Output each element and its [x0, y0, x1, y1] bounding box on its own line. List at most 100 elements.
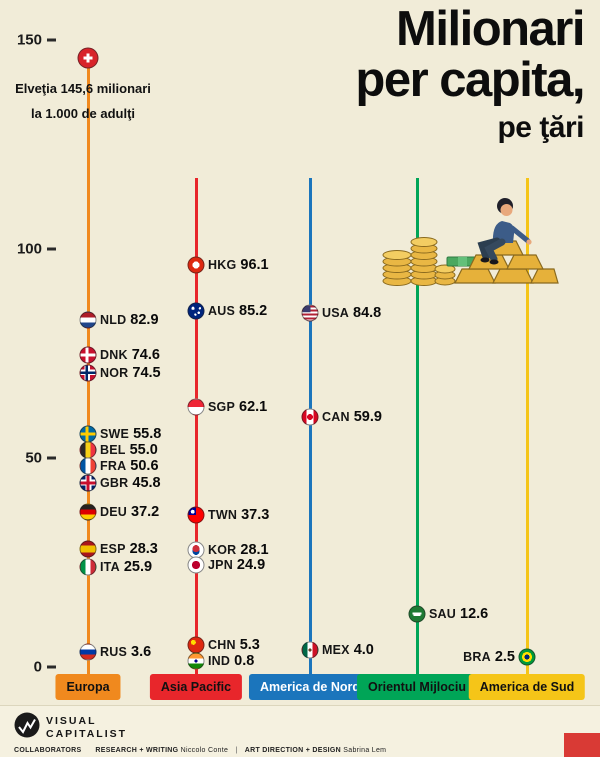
point-label-can: CAN 59.9	[322, 409, 382, 425]
y-axis-tick-0: 0	[12, 659, 56, 676]
point-label-chn: CHN 5.3	[208, 637, 260, 653]
y-axis-tick-label: 0	[33, 658, 42, 676]
point-label-nor: NOR 74.5	[100, 365, 161, 381]
y-axis-tick-label: 50	[25, 449, 42, 467]
credits-separator: |	[235, 747, 238, 754]
money-illustration	[382, 198, 559, 286]
credits-line: COLLABORATORS RESEARCH + WRITING Niccolo …	[14, 747, 386, 754]
country-code: BEL	[100, 443, 126, 458]
flag-swe-icon	[79, 425, 97, 443]
brand-line-1: VISUAL	[46, 715, 97, 727]
visual-capitalist-logo-icon	[14, 712, 40, 738]
country-value: 28.1	[240, 541, 269, 558]
flag-sau-icon	[408, 605, 426, 623]
country-code: FRA	[100, 459, 127, 474]
country-value: 4.0	[353, 642, 374, 659]
column-line-orientul-mijlociu	[415, 178, 419, 676]
flag-aus-icon	[187, 302, 205, 320]
country-value: 3.6	[131, 643, 152, 660]
flag-bel-icon	[79, 441, 97, 459]
column-line-america-de-nord	[308, 178, 312, 676]
point-label-deu: DEU 37.2	[100, 504, 159, 520]
footer: VISUAL CAPITALIST COLLABORATORS RESEARCH …	[0, 705, 600, 757]
point-label-bel: BEL 55.0	[100, 442, 158, 458]
flag-gbr-icon	[79, 474, 97, 492]
country-value: 74.5	[132, 364, 161, 381]
country-code: NOR	[100, 365, 129, 380]
flag-sgp-icon	[187, 398, 205, 416]
country-value: 24.9	[236, 556, 266, 573]
brand-line-2: CAPITALIST	[46, 727, 128, 740]
flag-esp-icon	[79, 540, 97, 558]
flag-bra-icon	[518, 648, 536, 666]
y-axis-tick-mark	[47, 456, 56, 460]
point-label-rus: RUS 3.6	[100, 644, 151, 660]
point-label-kor: KOR 28.1	[208, 542, 269, 558]
country-code: CHN	[208, 637, 236, 652]
flag-fra-icon	[79, 457, 97, 475]
flag-twn-icon	[187, 506, 205, 524]
point-label-sgp: SGP 62.1	[208, 399, 267, 415]
country-value: 37.2	[131, 503, 160, 520]
y-axis-tick-150: 150	[12, 32, 56, 49]
country-value: 82.9	[130, 312, 159, 329]
point-label-ind: IND 0.8	[208, 653, 254, 669]
region-label-asia-pacific: Asia Pacific	[149, 674, 243, 700]
flag-che-icon	[77, 47, 99, 69]
credit2-label: ART DIRECTION + DESIGN	[244, 747, 342, 754]
column-line-america-de-sud	[525, 178, 529, 676]
region-label-america-de-nord: America de Nord	[248, 674, 372, 700]
point-label-usa: USA 84.8	[322, 305, 381, 321]
flag-usa-icon	[301, 304, 319, 322]
point-label-hkg: HKG 96.1	[208, 257, 269, 273]
annotation-line-1: Elveţia 145,6 milionari	[15, 81, 151, 96]
country-code: ITA	[100, 559, 120, 574]
country-code: IND	[208, 653, 231, 668]
country-value: 50.6	[130, 458, 159, 475]
switzerland-annotation: Elveţia 145,6 milionari la 1.000 de adul…	[8, 76, 158, 127]
y-axis-tick-100: 100	[12, 241, 56, 258]
country-code: CAN	[322, 409, 350, 424]
country-value: 28.3	[129, 540, 158, 557]
brand-red-block	[564, 733, 600, 757]
flag-hkg-icon	[187, 256, 205, 274]
flag-deu-icon	[79, 503, 97, 520]
country-code: RUS	[100, 644, 127, 659]
country-value: 55.8	[133, 425, 162, 442]
flag-nld-icon	[79, 311, 97, 329]
country-code: DNK	[100, 348, 128, 363]
country-value: 25.9	[123, 558, 153, 575]
country-code: KOR	[208, 542, 237, 557]
country-value: 96.1	[240, 257, 269, 274]
y-axis-tick-label: 150	[16, 31, 42, 49]
country-code: MEX	[322, 643, 350, 658]
country-value: 37.3	[241, 507, 270, 524]
country-value: 85.2	[239, 302, 268, 319]
title-line-1: Milionari	[396, 2, 585, 56]
point-label-esp: ESP 28.3	[100, 541, 158, 557]
credit1-name: Niccolo Conte	[180, 747, 229, 754]
annotation-line-2: la 1.000 de adulţi	[30, 106, 136, 122]
flag-ita-icon	[79, 558, 97, 576]
country-value: 59.9	[353, 408, 382, 425]
y-axis-tick-mark	[47, 665, 56, 669]
country-code: DEU	[100, 504, 127, 519]
flag-ind-icon	[187, 652, 205, 670]
country-code: TWN	[208, 508, 238, 523]
point-label-fra: FRA 50.6	[100, 458, 159, 474]
country-code: JPN	[208, 557, 233, 572]
point-label-gbr: GBR 45.8	[100, 475, 161, 491]
point-label-ita: ITA 25.9	[100, 559, 152, 575]
title-line-2: per capita,	[355, 52, 585, 107]
country-value: 5.3	[239, 636, 260, 653]
country-code: SWE	[100, 426, 130, 441]
y-axis-tick-mark	[47, 247, 56, 251]
country-value: 45.8	[132, 474, 161, 491]
title-line-3: pe ţări	[497, 110, 584, 144]
y-axis-tick-mark	[47, 38, 56, 42]
point-label-twn: TWN 37.3	[208, 507, 269, 523]
country-value: 74.6	[131, 347, 160, 364]
country-code: SAU	[429, 607, 456, 622]
credit2-name: Sabrina Lem	[343, 747, 387, 754]
